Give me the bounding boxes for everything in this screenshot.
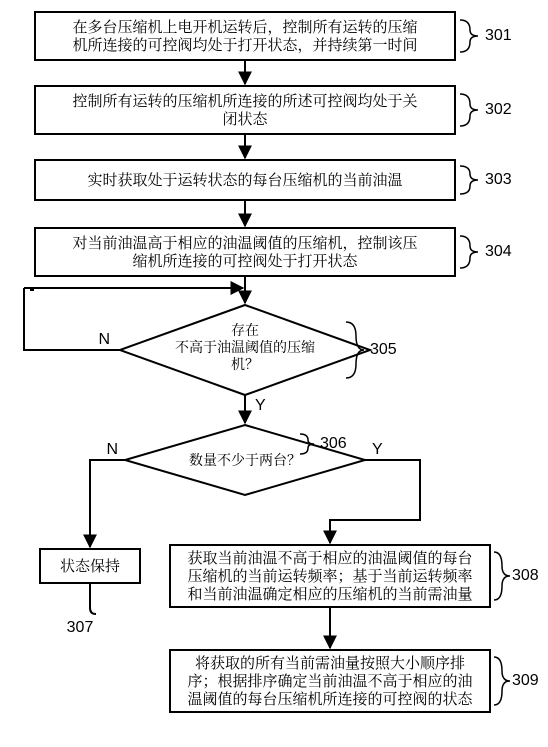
label-305: 305	[370, 341, 397, 358]
step-302-text-2: 闭状态	[222, 108, 268, 129]
brace-308	[494, 552, 510, 600]
label-301: 301	[485, 27, 512, 44]
brace-303	[460, 166, 478, 194]
hook-307	[90, 608, 96, 614]
label-304: 304	[485, 243, 512, 260]
step-304-text-2: 缩机所连接的可控阀处于打开状态	[132, 250, 358, 271]
step-309-text-3: 温阈值的每台压缩机所连接的可控阀的状态	[187, 688, 473, 709]
label-308: 308	[512, 567, 539, 584]
arrow-306-308-final	[330, 460, 420, 543]
label-306: 306	[320, 435, 347, 452]
label-302: 302	[485, 101, 512, 118]
label-303: 303	[485, 171, 512, 188]
step-301-text-2: 机所连接的可控阀均处于打开状态，并持续第一时间	[72, 34, 417, 55]
step-308-text-3: 和当前油温确定相应的压缩机的当前需油量	[187, 583, 472, 604]
brace-309	[494, 657, 510, 705]
step-303-text: 实时获取处于运转状态的每台压缩机的当前油温	[87, 169, 402, 190]
step-307-text: 状态保持	[60, 555, 120, 576]
flowchart: 在多台压缩机上电开机运转后，控制所有运转的压缩 机所连接的可控阀均处于打开状态，…	[0, 0, 548, 747]
edge-label-306-yes: Y	[372, 441, 383, 458]
edge-label-306-no: N	[106, 441, 118, 458]
edge-label-305-no: N	[98, 331, 110, 348]
decision-306-text: 数量不少于两台？	[189, 450, 301, 470]
arrow-306-307	[90, 460, 125, 547]
brace-301	[460, 20, 478, 52]
decision-305-text-3: 机？	[231, 354, 259, 374]
edge-label-305-yes: Y	[255, 397, 266, 414]
n-cleanup	[10, 200, 30, 360]
brace-304	[460, 236, 478, 268]
label-307: 307	[67, 619, 94, 636]
label-309: 309	[512, 672, 539, 689]
brace-302	[460, 94, 478, 126]
